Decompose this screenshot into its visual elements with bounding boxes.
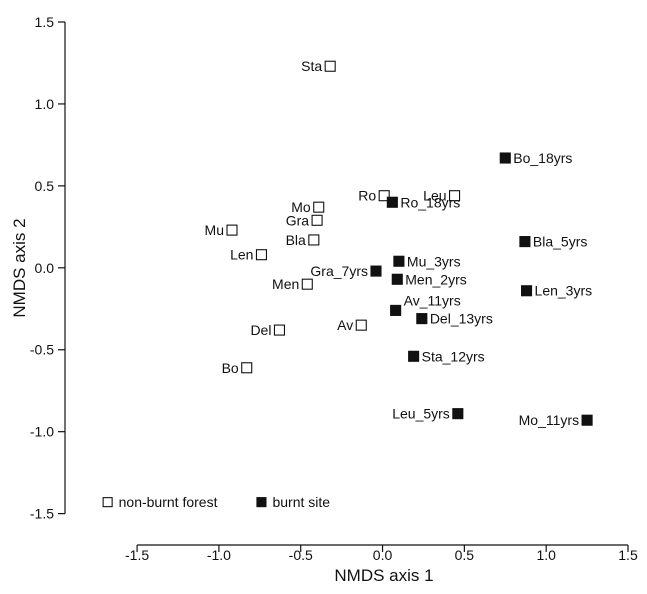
x-tick-label: 1.5 xyxy=(618,547,638,563)
non-burnt-forest-point xyxy=(313,201,325,213)
burnt-site-point xyxy=(408,350,420,362)
burnt-site-point xyxy=(393,255,405,267)
y-tick-label: -1.0 xyxy=(30,424,54,440)
burnt-site-point xyxy=(581,414,593,426)
non-burnt-forest-point xyxy=(255,249,268,261)
y-tick-label: 0.0 xyxy=(35,260,55,276)
burnt-site-point xyxy=(386,196,398,208)
point-label: Del xyxy=(250,322,271,338)
burnt-site-point xyxy=(452,408,464,420)
non-burnt-forest-point xyxy=(378,190,390,202)
x-tick-label: -1.5 xyxy=(125,547,149,563)
point-label: Leu_5yrs xyxy=(392,406,450,422)
burnt-site-point xyxy=(416,313,428,325)
non-burnt-forest-point xyxy=(226,224,238,236)
point-label: Len_3yrs xyxy=(535,283,593,299)
point-label: Bo xyxy=(222,360,239,376)
point-label: Av_11yrs xyxy=(404,292,461,308)
non-burnt-forest-point xyxy=(448,190,461,202)
y-tick-label: 0.5 xyxy=(35,178,55,194)
point-label: Sta_12yrs xyxy=(422,348,485,364)
point-label: Bo_18yrs xyxy=(513,150,572,166)
point-label: Bla xyxy=(286,232,306,248)
non-burnt-forest-point xyxy=(355,319,367,331)
y-tick-label: -0.5 xyxy=(30,342,54,358)
y-axis-title: NMDS axis 2 xyxy=(10,218,29,317)
point-label: Ro xyxy=(358,188,376,204)
x-tick-label: 0.5 xyxy=(455,547,475,563)
burnt-site-point xyxy=(520,285,533,297)
non-burnt-forest-point xyxy=(273,324,286,336)
point-label: Av xyxy=(337,317,353,333)
legend-label: burnt site xyxy=(272,494,330,510)
y-axis-ticks: -1.5 -1.0 -0.5 0.0 0.5 1.0 1.5 xyxy=(30,14,65,522)
point-label: Mu_3yrs xyxy=(407,253,461,269)
x-axis-ticks: -1.5 -1.0 -0.5 0.0 0.5 1.0 1.5 xyxy=(125,545,638,563)
point-label: Del_13yrs xyxy=(430,311,493,327)
non-burnt-forest-point xyxy=(308,234,320,246)
burnt-site-point xyxy=(391,273,403,285)
legend-burnt-site-marker xyxy=(256,497,267,508)
legend: non-burnt forest burnt site xyxy=(102,494,330,510)
point-label: Len xyxy=(230,247,253,263)
y-tick-label: -1.5 xyxy=(30,506,54,522)
point-label: Mo_11yrs xyxy=(519,412,579,428)
point-label: Gra_7yrs xyxy=(310,263,368,279)
point-label: Mo xyxy=(291,199,311,215)
non-burnt-forest-point xyxy=(311,214,323,226)
non-burnt-forest-point xyxy=(324,60,336,72)
x-axis-title: NMDS axis 1 xyxy=(334,566,433,585)
non-burnt-forest-point xyxy=(241,362,253,374)
point-label: Sta xyxy=(301,58,322,74)
point-label: Mu xyxy=(205,222,224,238)
burnt-site-point xyxy=(370,265,382,277)
x-tick-label: 1.0 xyxy=(536,547,556,563)
y-tick-label: 1.0 xyxy=(35,96,55,112)
point-label: Bla_5yrs xyxy=(533,234,587,250)
y-tick-label: 1.5 xyxy=(35,14,55,30)
legend-non-burnt-forest-marker xyxy=(102,497,113,508)
non-burnt-forest-point xyxy=(301,278,313,290)
x-tick-label: -1.0 xyxy=(207,547,231,563)
point-label: Leu xyxy=(423,188,446,204)
x-tick-label: -0.5 xyxy=(289,547,313,563)
legend-label: non-burnt forest xyxy=(119,494,218,510)
burnt-site-point xyxy=(499,152,511,164)
burnt-site-point xyxy=(390,304,402,316)
point-label: Gra xyxy=(286,212,310,228)
point-label: Men_2yrs xyxy=(405,271,466,287)
x-tick-label: 0.0 xyxy=(373,547,393,563)
point-label: Men xyxy=(272,276,299,292)
point-label: Ro_18yrs xyxy=(400,194,460,210)
burnt-site-point xyxy=(519,236,531,248)
